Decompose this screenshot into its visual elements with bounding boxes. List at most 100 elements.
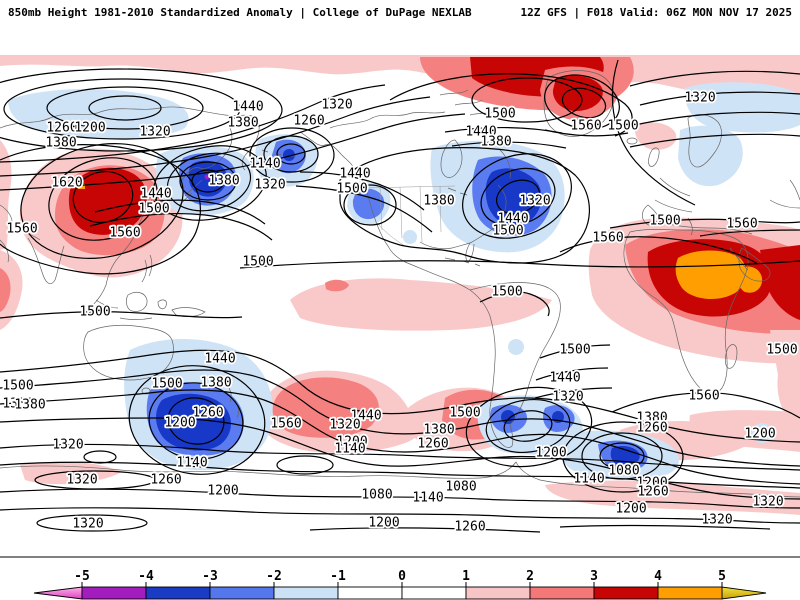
contour-label: 1320 (701, 513, 732, 528)
product-title: 850mb Height 1981-2010 Standardized Anom… (8, 6, 472, 19)
contour-label: 1320 (684, 91, 715, 106)
contour-label: 1440 (339, 167, 370, 182)
colorbar-tip-left (34, 587, 82, 599)
contour-label: 1560 (6, 222, 37, 237)
contour-label: 1260 (637, 485, 668, 500)
contour-label: 1320 (552, 390, 583, 405)
contour-label: 1500 (559, 343, 590, 358)
contour-label: 1200 (368, 516, 399, 531)
contour-label: 1080 (608, 464, 639, 479)
contour-label: 1500 (138, 202, 169, 217)
contour-label: 1500 (607, 119, 638, 134)
contour-label: 1200 (207, 484, 238, 499)
contour-label: 1260 (46, 121, 77, 136)
contour-label: 1260 (417, 437, 448, 452)
contour-label: 1260 (454, 520, 485, 535)
colorbar-tick-label: 3 (590, 569, 598, 584)
colorbar-tick-label: -4 (138, 569, 154, 584)
contour-label: 1200 (74, 121, 105, 136)
contour-label: 1260 (150, 473, 181, 488)
contour-label: 1500 (2, 379, 33, 394)
contour-label: 1320 (321, 98, 352, 113)
colorbar-tick-label: 0 (398, 569, 406, 584)
colorbar-tick-label: -5 (74, 569, 90, 584)
colorbar-tick-label: 2 (526, 569, 534, 584)
colorbar-tick-label: 5 (718, 569, 726, 584)
contour-label: 1440 (232, 100, 263, 115)
contour-label: 1560 (592, 231, 623, 246)
contour-label: 1560 (570, 119, 601, 134)
contour-label: 1380 (423, 194, 454, 209)
contour-label: 1380 (45, 136, 76, 151)
contour-label: 1500 (79, 305, 110, 320)
colorbar-segment (338, 587, 402, 599)
contour-label: 1140 (334, 442, 365, 457)
contour-label: 1200 (744, 427, 775, 442)
contour-label: 1500 (336, 182, 367, 197)
contour-label: 1500 (449, 406, 480, 421)
colorbar-tick-label: 4 (654, 569, 662, 584)
contour-label: 1500 (766, 343, 797, 358)
contour-label: 1320 (329, 418, 360, 433)
colorbar-segment (146, 587, 210, 599)
contour-label: 1380 (208, 174, 239, 189)
colorbar-tick-label: -1 (330, 569, 346, 584)
contour-label: 1260 (636, 421, 667, 436)
model-run-valid-time: 12Z GFS | F018 Valid: 06Z MON NOV 17 202… (520, 6, 792, 19)
colorbar-scale: -5 -4 -3 -2 -1 0 1 2 3 4 5 (34, 569, 766, 599)
contour-label: 1200 (164, 416, 195, 431)
contour-label: 1560 (726, 217, 757, 232)
contour-label: 1500 (492, 224, 523, 239)
contour-label: 1260 (293, 114, 324, 129)
contour-label: 1380 (200, 376, 231, 391)
colorbar-segment (402, 587, 466, 599)
contour-label: 1380 (227, 116, 258, 131)
titlebar: 850mb Height 1981-2010 Standardized Anom… (0, 6, 800, 19)
colorbar-tick-label: -3 (202, 569, 218, 584)
anomaly-map: 1440138012601200132013801320126015001440… (0, 55, 800, 558)
contour-label: 1380 (480, 135, 511, 150)
weather-product-page: { "header": { "title_left": "850mb Heigh… (0, 0, 800, 600)
contour-label: 1140 (249, 157, 280, 172)
colorbar-segment (594, 587, 658, 599)
contour-label: 1440 (140, 187, 171, 202)
colorbar-tick-label: 1 (462, 569, 470, 584)
contour-label: 1320 (519, 194, 550, 209)
colorbar-segment (658, 587, 722, 599)
contour-label: 1500 (649, 214, 680, 229)
contour-label: 1260 (192, 406, 223, 421)
colorbar-segment (82, 587, 146, 599)
contour-label: 1320 (139, 125, 170, 140)
contour-label: 1380 (14, 398, 45, 413)
contour-label: 1140 (573, 472, 604, 487)
colorbar-segment (210, 587, 274, 599)
contour-label: 1560 (688, 389, 719, 404)
contour-label: 1380 (423, 423, 454, 438)
contour-label: 1320 (66, 473, 97, 488)
contour-label: 1080 (445, 480, 476, 495)
contour-label: 1440 (204, 352, 235, 367)
contour-label: 1500 (151, 377, 182, 392)
contour-label: 1140 (176, 456, 207, 471)
contour-label: 1140 (412, 491, 443, 506)
contour-label: 1080 (361, 488, 392, 503)
contour-label: 1620 (51, 176, 82, 191)
contour-label: 1200 (615, 502, 646, 517)
contour-label: 1560 (109, 226, 140, 241)
contour-label: 1560 (270, 417, 301, 432)
colorbar-tick-label: -2 (266, 569, 282, 584)
contour-label: 1320 (752, 495, 783, 510)
contour-label: 1200 (535, 446, 566, 461)
colorbar-segment (274, 587, 338, 599)
colorbar-segment (530, 587, 594, 599)
contour-label: 1320 (52, 438, 83, 453)
contour-label: 1500 (242, 255, 273, 270)
colorbar-tip-right (722, 587, 766, 599)
contour-label: 1320 (254, 178, 285, 193)
contour-label: 1500 (484, 107, 515, 122)
colorbar-segment (466, 587, 530, 599)
contour-label: 1500 (491, 285, 522, 300)
colorbar: -5 -4 -3 -2 -1 0 1 2 3 4 5 (0, 558, 800, 600)
contour-label: 1320 (72, 517, 103, 532)
contour-label: 1440 (549, 371, 580, 386)
